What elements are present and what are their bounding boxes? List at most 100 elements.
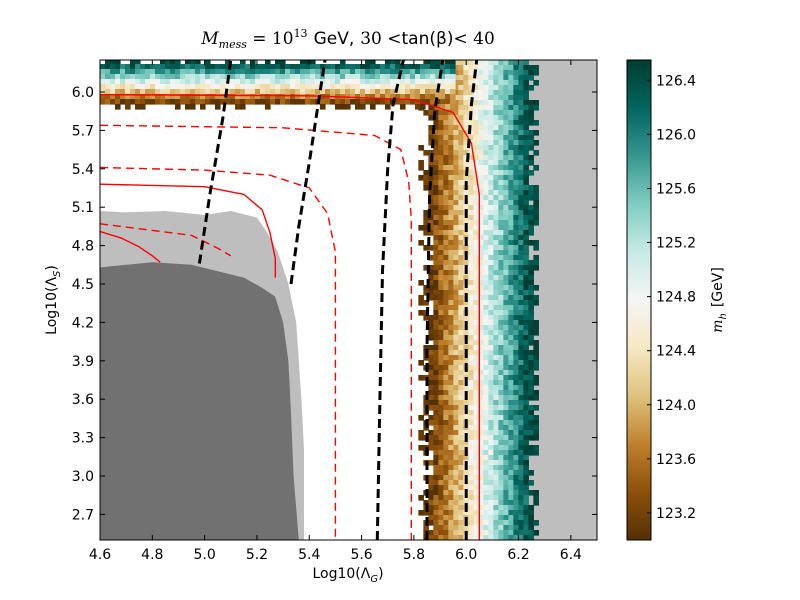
mh-cell [438,230,444,236]
mh-cell [488,180,494,186]
mh-cell [453,345,459,351]
mh-cell [458,465,464,471]
mh-cell [518,430,524,436]
mh-cell [433,475,439,481]
mh-cell [210,99,216,105]
mh-cell [468,360,474,366]
mh-cell [433,325,439,331]
mh-cell [488,115,494,121]
mh-cell [488,255,494,261]
mh-cell [518,365,524,371]
mh-cell [473,410,479,416]
x-tick-label: 5.4 [298,547,320,563]
mh-cell [458,445,464,451]
mh-cell [523,290,529,296]
mh-cell [468,520,474,526]
mh-cell [453,180,459,186]
mh-cell [493,60,499,66]
mh-cell [513,530,519,536]
mh-cell [415,79,421,85]
mh-cell [415,89,421,95]
mh-cell [488,375,494,381]
mh-cell [240,69,246,75]
mh-cell [513,110,519,116]
mh-cell [498,285,504,291]
mh-cell [458,155,464,161]
mh-cell [430,64,436,70]
mh-cell [513,310,519,316]
mh-cell [473,105,479,111]
mh-cell [493,70,499,76]
mh-cell [285,64,291,70]
mh-cell [518,440,524,446]
mh-cell [518,380,524,386]
mh-cell [453,70,459,76]
mh-cell [463,110,469,116]
mh-cell [265,84,271,90]
mh-cell [433,500,439,506]
mh-cell [478,390,484,396]
mh-cell [478,70,484,76]
mh-cell [433,380,439,386]
mh-cell [270,84,276,90]
mh-cell [428,190,434,196]
mh-cell [120,94,126,100]
mh-cell [458,440,464,446]
mh-cell [488,240,494,246]
mh-cell [523,410,529,416]
mh-cell [428,420,434,426]
mh-cell [488,385,494,391]
mh-cell [513,215,519,221]
mh-cell [275,69,281,75]
mh-cell [498,230,504,236]
mh-cell [503,185,509,191]
mh-cell [300,64,306,70]
mh-cell [523,355,529,361]
mh-cell [518,280,524,286]
mh-cell [453,380,459,386]
mh-cell [420,64,426,70]
mh-cell [528,185,534,191]
mh-cell [463,415,469,421]
mh-cell [503,495,509,501]
mh-cell [478,335,484,341]
mh-cell [513,400,519,406]
mh-cell [453,200,459,206]
mh-cell [498,400,504,406]
mh-cell [518,500,524,506]
mh-cell [518,270,524,276]
mh-band-layer [100,60,539,540]
mh-cell [400,94,406,100]
mh-cell [463,260,469,266]
mh-cell [433,190,439,196]
mh-cell [498,415,504,421]
mh-cell [478,520,484,526]
mh-cell [518,515,524,521]
mh-cell [513,100,519,106]
mh-cell [433,120,439,126]
mh-cell [433,405,439,411]
mh-cell [483,500,489,506]
mh-cell [443,345,449,351]
mh-cell [488,295,494,301]
mh-cell [428,220,434,226]
mh-cell [458,200,464,206]
mh-cell [518,535,524,540]
mh-cell [458,185,464,191]
mh-cell [365,84,371,90]
mh-cell [345,79,351,85]
mh-cell [483,270,489,276]
mh-cell [503,355,509,361]
mh-cell [295,89,301,95]
mh-cell [483,240,489,246]
mh-cell [523,500,529,506]
mh-cell [438,140,444,146]
mh-cell [160,69,166,75]
mh-cell [443,405,449,411]
mh-cell [280,69,286,75]
mh-cell [513,85,519,91]
mh-cell [463,315,469,321]
mh-cell [483,255,489,261]
mh-cell [433,345,439,351]
mh-cell [340,99,346,105]
